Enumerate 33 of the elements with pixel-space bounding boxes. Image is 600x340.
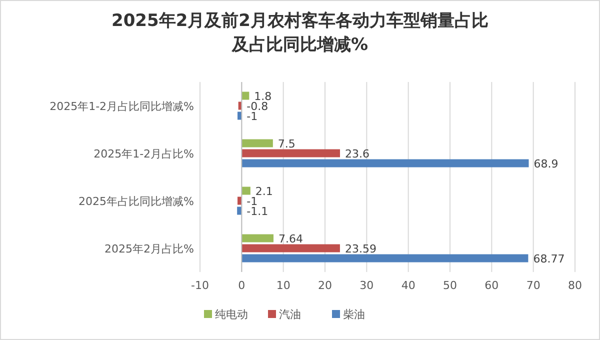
x-tick-label: 0 — [238, 279, 246, 292]
x-tick-label: -10 — [191, 279, 209, 292]
data-label: 2.1 — [255, 184, 273, 198]
bar — [242, 159, 529, 168]
y-tick-label: 2025年2月占比% — [104, 242, 194, 256]
bar — [242, 234, 274, 242]
data-label: 7.5 — [278, 137, 296, 150]
bar — [242, 244, 340, 252]
chart-title: 2025年2月及前2月农村客车各动力车型销量占比及占比同比增减% — [112, 11, 488, 55]
bar — [242, 139, 273, 148]
legend-label: 纯电动 — [215, 308, 248, 321]
legend-label: 汽油 — [279, 308, 301, 321]
x-tick-label: 10 — [276, 279, 290, 292]
x-tick-label: 70 — [526, 279, 540, 292]
bar — [242, 254, 528, 262]
x-tick-label: 30 — [360, 279, 374, 292]
bar — [242, 186, 250, 195]
data-label: 68.77 — [533, 252, 565, 266]
x-tick-label: 40 — [401, 279, 416, 292]
x-tick-label: 50 — [443, 279, 457, 292]
legend-label: 柴油 — [343, 308, 365, 321]
data-label: 68.9 — [534, 157, 558, 170]
bar — [242, 149, 340, 158]
y-tick-label: 2025年1-2月占比% — [94, 147, 194, 160]
data-label: 7.64 — [278, 232, 303, 246]
y-tick-label: 2025年占比同比增减% — [78, 194, 194, 208]
y-tick-label: 2025年1-2月占比同比增减% — [50, 100, 194, 113]
data-label: 23.59 — [344, 242, 376, 256]
bar — [242, 92, 250, 100]
x-tick-label: 20 — [318, 279, 332, 292]
x-tick-label: 80 — [568, 279, 582, 292]
x-tick-label: 60 — [484, 279, 499, 292]
data-label: 23.6 — [345, 147, 370, 160]
